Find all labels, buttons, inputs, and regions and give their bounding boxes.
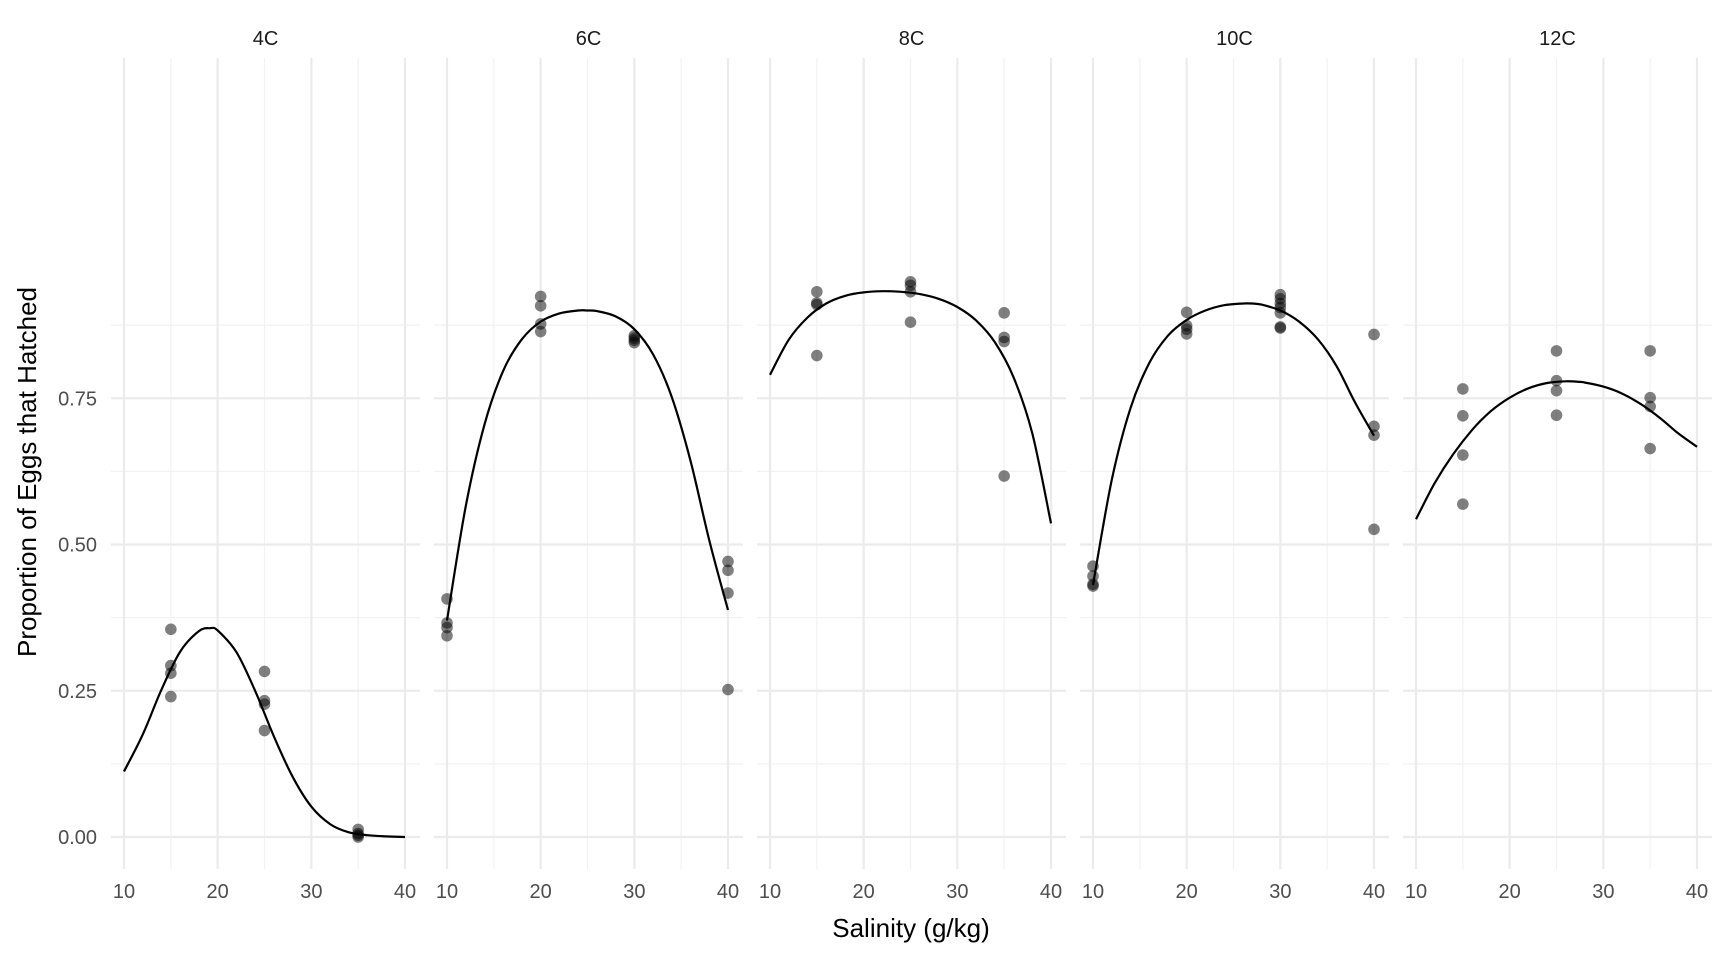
x-tick-label: 30	[946, 881, 968, 903]
x-tick-label: 40	[717, 881, 739, 903]
data-point	[1644, 442, 1656, 455]
data-point	[441, 621, 453, 634]
data-point	[998, 335, 1010, 348]
data-point	[904, 316, 917, 329]
x-tick-label: 40	[394, 881, 416, 903]
y-axis-tick-labels: 0.00 0.25 0.50 0.75	[58, 388, 97, 849]
data-point	[1457, 410, 1469, 422]
panel-6C: 6C 10 20 30 40	[434, 28, 743, 903]
data-point	[1180, 306, 1193, 319]
x-tick-label: 10	[1405, 881, 1427, 903]
data-point	[628, 336, 641, 349]
x-tick-label: 20	[1176, 881, 1198, 903]
data-point	[1457, 449, 1469, 461]
y-tick-label: 0.50	[58, 535, 97, 557]
data-point	[258, 724, 271, 737]
strip-label-4C: 4C	[253, 28, 279, 50]
data-point	[1550, 384, 1563, 397]
data-point	[998, 470, 1010, 482]
panel-4C: 4C 10 20 30 40	[111, 28, 420, 903]
data-point	[1550, 409, 1563, 422]
fitted-curve	[769, 290, 1053, 524]
data-point	[534, 325, 547, 338]
x-tick-label: 20	[1499, 881, 1521, 903]
strip-label-12C: 12C	[1539, 28, 1576, 50]
x-tick-label: 20	[530, 881, 552, 903]
data-point	[165, 690, 177, 703]
data-point	[1180, 328, 1193, 340]
fitted-curve	[1091, 302, 1375, 586]
x-axis-title: Salinity (g/kg)	[832, 913, 990, 943]
strip-label-6C: 6C	[576, 28, 602, 50]
y-tick-label: 0.25	[58, 681, 97, 703]
data-point	[722, 555, 734, 568]
y-tick-label: 0.00	[58, 827, 97, 849]
data-point	[1457, 383, 1469, 395]
x-tick-label: 30	[1269, 881, 1291, 903]
x-tick-label: 20	[207, 881, 229, 903]
panel-10C: 10C 10 20 30 40	[1080, 28, 1389, 903]
fitted-curve	[123, 626, 406, 839]
data-point	[534, 290, 547, 303]
data-point	[1644, 391, 1656, 404]
x-tick-label: 10	[1082, 881, 1104, 903]
data-point	[441, 629, 453, 642]
data-point	[1644, 345, 1656, 357]
data-point	[1550, 374, 1563, 387]
data-point	[165, 623, 177, 636]
x-tick-label: 20	[853, 881, 875, 903]
panel-12C: 12C 10 20 30 40	[1403, 28, 1712, 903]
data-point	[998, 307, 1010, 319]
data-point	[722, 564, 734, 577]
x-tick-label: 30	[623, 881, 645, 903]
data-point	[1087, 580, 1099, 592]
y-axis-title: Proportion of Eggs that Hatched	[12, 287, 42, 657]
x-tick-label: 40	[1040, 881, 1062, 903]
data-point	[811, 285, 823, 298]
x-tick-label: 40	[1363, 881, 1385, 903]
x-tick-label: 30	[300, 881, 322, 903]
data-point	[1274, 322, 1287, 334]
data-point	[534, 300, 547, 312]
x-tick-label: 10	[436, 881, 458, 903]
x-tick-label: 30	[1592, 881, 1614, 903]
strip-label-8C: 8C	[899, 28, 925, 50]
data-point	[722, 683, 734, 696]
data-point	[1368, 523, 1380, 536]
x-tick-label: 40	[1686, 881, 1708, 903]
fitted-curve	[445, 309, 730, 621]
panel-8C: 8C 10 20 30 40	[757, 28, 1066, 903]
x-tick-label: 10	[113, 881, 135, 903]
fitted-curve	[1415, 380, 1698, 520]
data-point	[1368, 328, 1380, 341]
data-point	[1550, 345, 1563, 357]
strip-label-10C: 10C	[1216, 28, 1253, 50]
y-tick-label: 0.75	[58, 388, 97, 410]
data-point	[1457, 498, 1469, 510]
x-tick-label: 10	[759, 881, 781, 903]
data-point	[258, 665, 271, 678]
data-point	[811, 349, 823, 362]
